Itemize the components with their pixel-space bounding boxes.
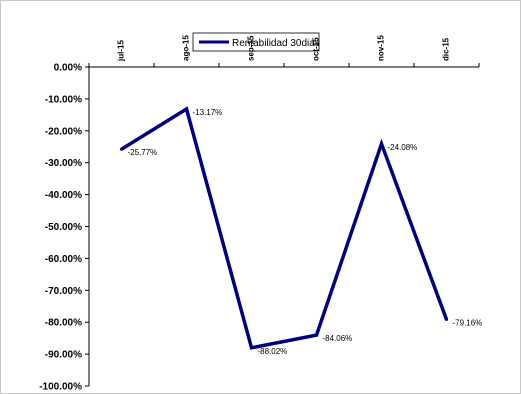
data-point [250, 346, 253, 349]
y-tick-label: -20.00% [45, 126, 82, 137]
y-tick-label: -70.00% [45, 286, 82, 297]
x-tick-label: ago-15 [182, 35, 191, 61]
x-tick-label: jul-15 [117, 40, 126, 62]
data-label: -24.08% [388, 143, 418, 152]
y-tick-label: -60.00% [45, 254, 82, 265]
x-tick-label: nov-15 [377, 35, 386, 61]
x-tick-label: oct-15 [312, 37, 321, 61]
data-label: -88.02% [258, 347, 288, 356]
data-point [120, 148, 123, 151]
y-axis-ticks: 0.00% -10.00% -20.00% -30.00% -40.00% -50.00%… [39, 63, 89, 393]
data-point [315, 334, 318, 337]
data-label: -79.16% [453, 319, 483, 328]
y-tick-label: 0.00% [54, 63, 82, 74]
legend-label: Rentabilidad 30dias [232, 38, 320, 49]
data-label: -84.06% [323, 334, 353, 343]
axes [89, 67, 479, 386]
y-tick-label: -90.00% [45, 350, 82, 361]
x-tick-label: sep-15 [247, 35, 256, 61]
y-tick-label: -100.00% [39, 382, 82, 393]
x-tick-label: dic-15 [442, 37, 451, 61]
y-tick-label: -40.00% [45, 190, 82, 201]
data-point [445, 318, 448, 321]
legend: Rentabilidad 30dias [193, 33, 320, 51]
data-point [185, 108, 188, 111]
data-point [380, 142, 383, 145]
y-tick-label: -80.00% [45, 318, 82, 329]
data-labels: -25.77% -13.17% -88.02% -84.06% -24.08% -79.1… [128, 108, 483, 356]
y-tick-label: -50.00% [45, 222, 82, 233]
data-label: -25.77% [128, 148, 158, 157]
y-tick-label: -10.00% [45, 94, 82, 105]
data-label: -13.17% [193, 108, 223, 117]
y-tick-label: -30.00% [45, 158, 82, 169]
